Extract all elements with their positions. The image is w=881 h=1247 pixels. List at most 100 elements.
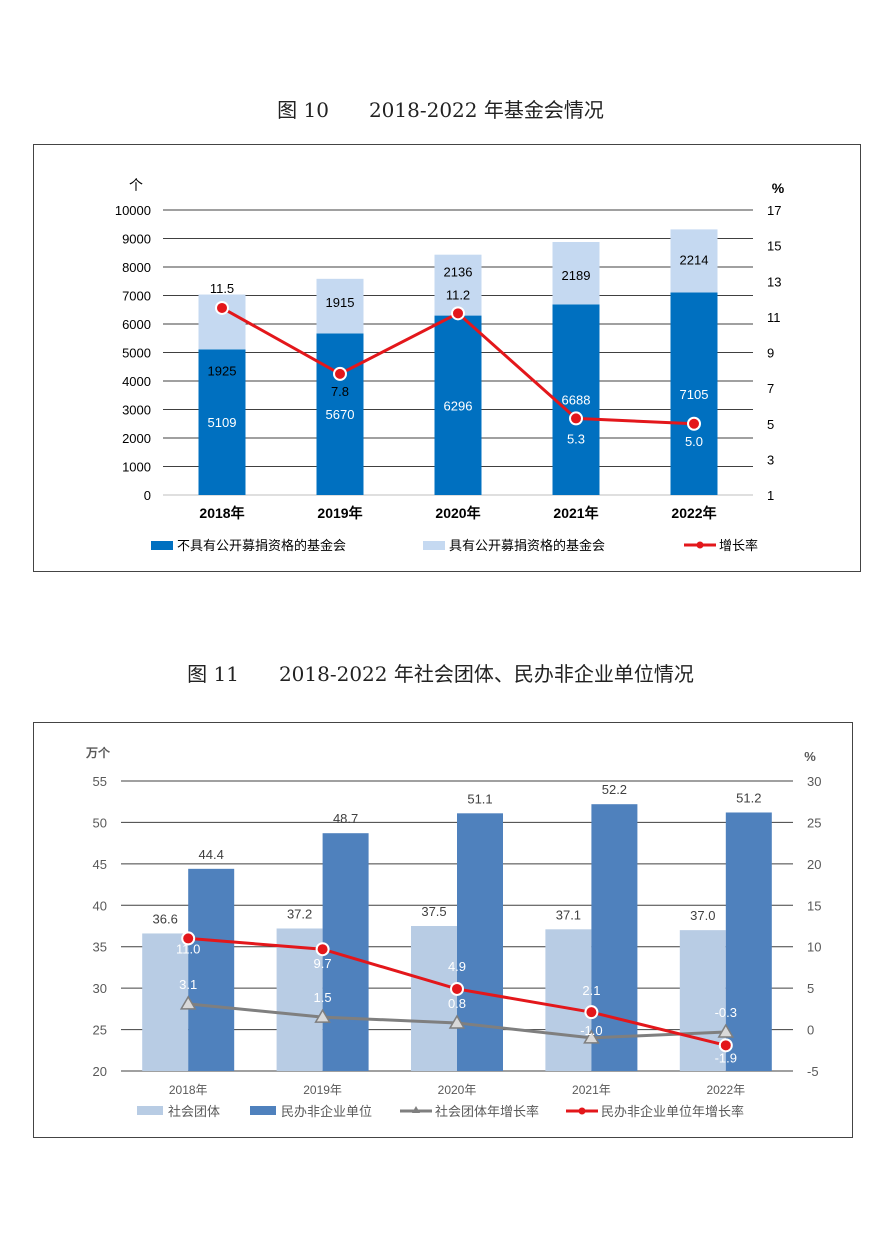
y-tick-label: 7000 <box>122 289 151 304</box>
legend-label: 具有公开募捐资格的基金会 <box>449 538 605 553</box>
social-org-growth-label: -0.3 <box>715 1005 737 1020</box>
bar-social-organizations <box>142 933 189 1071</box>
bar-public-fundraising <box>552 242 600 305</box>
bar-no-public-fundraising <box>552 304 600 495</box>
data-label-social-organizations: 36.6 <box>153 911 178 926</box>
left-axis-unit: 万个 <box>85 745 111 760</box>
figure-11-chart: 20 25 30 35 40 45 50 55 -5 0 5 10 15 20 25 30 万个 % 36.6 44.… <box>85 745 821 1119</box>
social-org-growth-label: 1.5 <box>314 990 332 1005</box>
growth-rate-label: 5.0 <box>685 434 703 449</box>
legend-marker-social-org-growth <box>412 1106 420 1113</box>
y-tick-label: 1000 <box>122 460 151 475</box>
bar-social-organizations <box>276 928 323 1071</box>
y2-tick-label: 11 <box>767 310 781 325</box>
y2-tick-label: 30 <box>807 774 821 789</box>
data-label-public: 2136 <box>444 265 473 280</box>
y2-tick-label: 25 <box>807 815 821 830</box>
growth-rate-label: 7.8 <box>331 384 349 399</box>
bar-social-organizations <box>545 929 592 1071</box>
y-tick-label: 3000 <box>122 403 151 418</box>
y2-tick-label: 10 <box>807 940 821 955</box>
y-tick-label: 35 <box>93 940 107 955</box>
bar-public-fundraising <box>434 254 482 316</box>
private-non-enterprise-growth-point <box>315 942 330 957</box>
data-label-private-non-enterprise: 52.2 <box>602 782 627 797</box>
social-org-growth-label: 3.1 <box>179 977 197 992</box>
y-tick-label: 50 <box>93 815 107 830</box>
x-tick-label: 2019年 <box>317 505 362 521</box>
private-non-enterprise-growth-label: 2.1 <box>582 983 600 998</box>
legend-label: 社会团体年增长率 <box>435 1104 539 1119</box>
left-axis-unit: 个 <box>129 177 143 193</box>
legend-swatch-no-public <box>151 541 173 550</box>
y-tick-label: 8000 <box>122 260 151 275</box>
figure-10-chart: 0 1000 2000 3000 4000 5000 6000 7000 8000 9000 100… <box>115 177 785 553</box>
y-tick-label: 2000 <box>122 431 151 446</box>
data-label-social-organizations: 37.2 <box>287 906 312 921</box>
legend-label: 民办非企业单位 <box>281 1104 372 1119</box>
y-tick-label: 30 <box>93 981 107 996</box>
bar-social-organizations <box>679 930 726 1071</box>
legend-swatch-public <box>423 541 445 550</box>
social-org-growth-point <box>583 1029 600 1044</box>
private-non-enterprise-growth-label: 9.7 <box>314 956 332 971</box>
growth-rate-point <box>687 416 701 431</box>
y-tick-label: 4000 <box>122 374 151 389</box>
legend-marker-growth <box>696 541 704 549</box>
y2-tick-label: -5 <box>807 1064 819 1079</box>
growth-rate-point <box>215 300 229 315</box>
growth-rate-label: 5.3 <box>567 431 585 446</box>
bar-private-non-enterprise <box>457 813 503 1071</box>
figure-10-chart-frame: 0 1000 2000 3000 4000 5000 6000 7000 8000 9000 100… <box>33 144 861 572</box>
bar-public-fundraising <box>670 229 718 293</box>
growth-rate-label: 11.5 <box>210 281 234 296</box>
data-label-social-organizations: 37.0 <box>690 908 715 923</box>
x-tick-label: 2020年 <box>435 505 480 521</box>
data-label-no-public: 6296 <box>444 398 473 413</box>
bar-private-non-enterprise <box>188 868 235 1071</box>
data-label-no-public: 5109 <box>208 415 237 430</box>
x-tick-label: 2018年 <box>199 505 244 521</box>
y-tick-label: 6000 <box>122 317 151 332</box>
x-tick-label: 2021年 <box>553 505 598 521</box>
y-tick-label: 45 <box>93 857 107 872</box>
y-tick-label: 40 <box>93 898 107 913</box>
bar-social-organizations <box>411 926 457 1071</box>
y-tick-label: 9000 <box>122 232 151 247</box>
y2-tick-label: 5 <box>767 417 774 432</box>
y2-tick-label: 15 <box>807 898 821 913</box>
y2-tick-label: 15 <box>767 239 781 254</box>
legend-label: 社会团体 <box>168 1104 220 1119</box>
figure-11-title: 图 11 2018-2022 年社会团体、民办非企业单位情况 <box>187 662 694 686</box>
y2-tick-label: 20 <box>807 857 821 872</box>
figure-11-chart-frame: 20 25 30 35 40 45 50 55 -5 0 5 10 15 20 25 30 万个% 36.6 44.… <box>33 722 853 1138</box>
bar-no-public-fundraising <box>670 292 718 495</box>
data-label-social-organizations: 37.5 <box>421 904 446 919</box>
private-non-enterprise-growth-point <box>584 1005 599 1020</box>
private-non-enterprise-growth-point <box>718 1038 733 1053</box>
bar-public-fundraising <box>316 278 364 334</box>
y2-tick-label: 13 <box>767 274 781 289</box>
data-label-public: 2189 <box>562 268 591 283</box>
legend-swatch-private-non-enterprise <box>250 1106 276 1115</box>
right-axis-unit: % <box>772 180 785 196</box>
private-non-enterprise-growth-label: 4.9 <box>448 959 466 974</box>
x-tick-label: 2018年 <box>169 1083 208 1097</box>
private-non-enterprise-growth-label: 11.0 <box>176 941 200 956</box>
data-label-social-organizations: 37.1 <box>556 907 581 922</box>
y2-tick-label: 5 <box>807 981 814 996</box>
x-tick-label: 2019年 <box>303 1083 342 1097</box>
data-label-private-non-enterprise: 51.1 <box>467 791 492 806</box>
y-tick-label: 5000 <box>122 346 151 361</box>
growth-rate-point <box>333 366 347 381</box>
legend-label: 不具有公开募捐资格的基金会 <box>177 538 346 553</box>
legend-label: 增长率 <box>719 538 758 553</box>
y-tick-label: 0 <box>144 488 151 503</box>
data-label-private-non-enterprise: 51.2 <box>736 790 761 805</box>
data-label-private-non-enterprise: 44.4 <box>199 847 224 862</box>
legend-marker-private-growth <box>578 1107 586 1115</box>
growth-rate-point <box>569 411 583 426</box>
x-tick-label: 2020年 <box>438 1083 477 1097</box>
social-org-growth-point <box>448 1014 466 1029</box>
data-label-no-public: 7105 <box>680 387 709 402</box>
